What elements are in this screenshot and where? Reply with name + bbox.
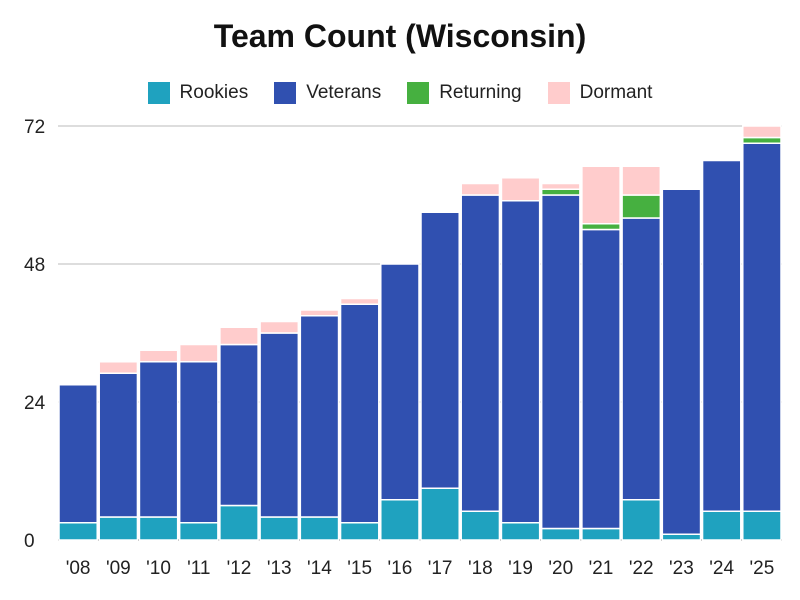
x-tick-label: '17 <box>428 558 453 579</box>
bar-dormant-7 <box>339 297 380 305</box>
x-tick-label: '20 <box>548 558 573 579</box>
bar-dormant-2 <box>138 349 179 363</box>
bar-returning-14 <box>621 194 662 219</box>
x-tick-label: '12 <box>227 558 252 579</box>
bar-dormant-5 <box>259 320 300 334</box>
bar-dormant-3 <box>178 343 219 363</box>
bar-rookies-15 <box>661 533 702 541</box>
y-tick-label: 24 <box>24 393 46 414</box>
bar-veterans-7 <box>339 303 380 524</box>
bar-rookies-13 <box>581 527 621 541</box>
bar-rookies-17 <box>742 510 782 541</box>
bar-rookies-9 <box>420 487 460 541</box>
legend-label: Rookies <box>179 82 249 103</box>
bar-returning-12 <box>540 188 581 196</box>
bar-returning-17 <box>742 136 782 144</box>
y-tick-label: 0 <box>24 531 35 552</box>
bar-dormant-11 <box>500 177 541 202</box>
bar-veterans-13 <box>581 228 621 530</box>
bar-veterans-3 <box>178 361 219 524</box>
legend-swatch <box>407 82 430 104</box>
x-tick-label: '23 <box>669 558 694 579</box>
bar-rookies-14 <box>621 499 662 541</box>
legend-swatch <box>547 82 570 104</box>
bar-veterans-16 <box>701 159 742 512</box>
x-tick-label: '18 <box>468 558 493 579</box>
bar-veterans-11 <box>500 200 541 524</box>
legend: Rookies Veterans Returning Dormant <box>0 80 800 106</box>
bar-rookies-16 <box>701 510 742 541</box>
legend-label: Veterans <box>306 82 382 103</box>
x-tick-label: '24 <box>709 558 734 579</box>
x-tick-label: '14 <box>307 558 332 579</box>
x-tick-label: '08 <box>66 558 91 579</box>
legend-swatch <box>274 82 297 104</box>
bar-rookies-10 <box>460 510 501 541</box>
bar-rookies-11 <box>500 522 541 541</box>
bar-rookies-4 <box>219 504 259 541</box>
bar-dormant-10 <box>460 182 501 196</box>
bar-veterans-6 <box>299 315 340 518</box>
x-tick-label: '22 <box>629 558 654 579</box>
bar-rookies-7 <box>339 522 380 541</box>
bar-rookies-6 <box>299 516 340 541</box>
x-tick-label: '09 <box>106 558 131 579</box>
bar-veterans-0 <box>58 384 98 524</box>
x-tick-label: '19 <box>508 558 533 579</box>
bar-rookies-3 <box>178 522 219 541</box>
y-tick-label: 48 <box>24 255 45 276</box>
bar-veterans-12 <box>540 194 581 530</box>
bar-rookies-5 <box>259 516 300 541</box>
bar-dormant-6 <box>299 309 340 317</box>
y-axis-ticks: 0 24 48 72 <box>24 117 46 552</box>
legend-swatch <box>147 82 170 104</box>
bar-veterans-1 <box>98 372 139 518</box>
x-tick-label: '13 <box>267 558 292 579</box>
bar-veterans-15 <box>661 188 702 535</box>
bars <box>58 125 782 541</box>
legend-item-rookies: Rookies <box>147 82 249 104</box>
x-tick-label: '15 <box>347 558 372 579</box>
y-tick-label: 72 <box>24 117 45 138</box>
bar-rookies-0 <box>58 522 98 541</box>
x-axis-ticks: '08 '09 '10 '11 '12 '13 '14 '15 '16 '17 '18 '19 '20 '… <box>66 558 775 579</box>
bar-veterans-8 <box>380 263 420 501</box>
bar-veterans-14 <box>621 217 662 501</box>
legend-label: Returning <box>439 82 522 103</box>
bar-dormant-17 <box>742 125 782 139</box>
legend-item-veterans: Veterans <box>274 82 381 104</box>
bar-veterans-9 <box>420 211 460 489</box>
bar-veterans-5 <box>259 332 300 518</box>
x-tick-label: '10 <box>146 558 171 579</box>
bar-veterans-17 <box>742 142 782 512</box>
bar-returning-13 <box>581 223 621 231</box>
x-tick-label: '11 <box>187 558 210 579</box>
bar-dormant-12 <box>540 182 581 190</box>
bar-dormant-1 <box>98 361 139 374</box>
bar-dormant-4 <box>219 326 259 346</box>
bar-veterans-4 <box>219 343 259 507</box>
gridlines <box>58 125 782 541</box>
legend-item-dormant: Dormant <box>547 82 653 104</box>
chart-title: Team Count (Wisconsin) <box>213 18 587 54</box>
bar-dormant-13 <box>581 165 621 225</box>
bar-rookies-12 <box>540 527 581 541</box>
legend-label: Dormant <box>579 82 653 103</box>
bar-veterans-10 <box>460 194 501 512</box>
bar-rookies-2 <box>138 516 179 541</box>
bar-rookies-8 <box>380 499 420 541</box>
x-tick-label: '25 <box>750 558 775 579</box>
legend-item-returning: Returning <box>407 82 522 104</box>
bar-rookies-1 <box>98 516 139 541</box>
bar-dormant-14 <box>621 165 662 196</box>
x-tick-label: '21 <box>589 558 614 579</box>
bar-veterans-2 <box>138 361 179 518</box>
x-tick-label: '16 <box>388 558 413 579</box>
